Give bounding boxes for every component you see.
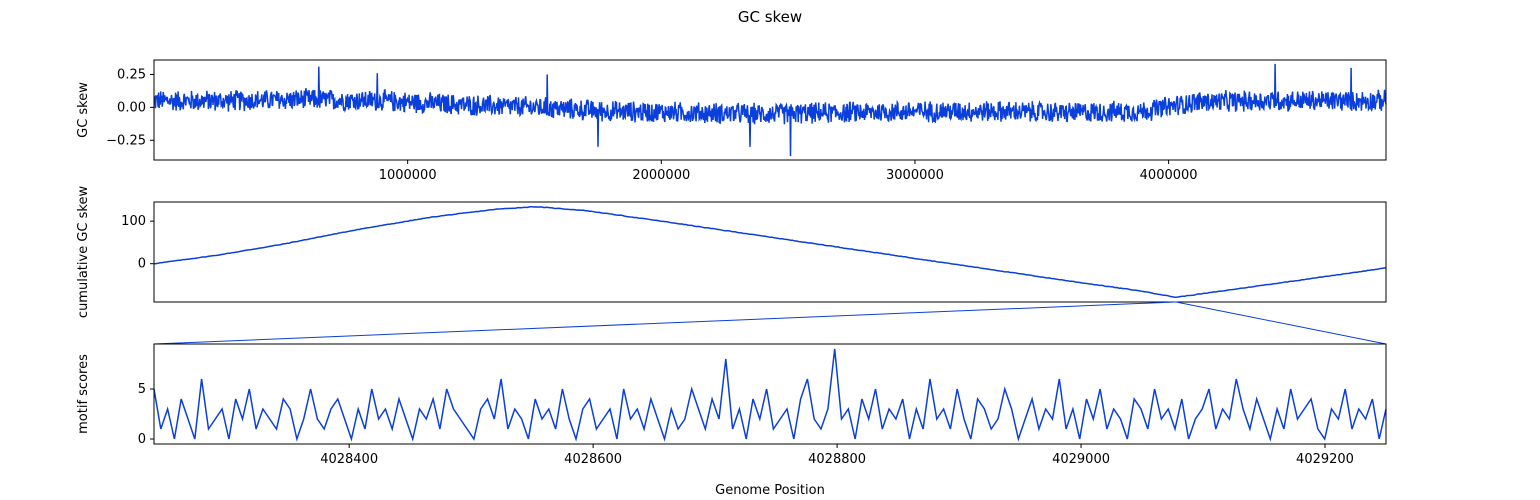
cumulative-ylabel: cumulative GC skew [76,186,91,319]
x-tick-label: 4028400 [320,452,378,467]
cumulative-frame [153,201,1387,303]
gc-skew-frame [153,59,1387,161]
y-tick-label: 0 [138,257,146,272]
x-tick-label: 1000000 [379,168,437,183]
gc-skew-line-group [153,63,1387,157]
panel-cumulative-gc-skew: 100 0 cumulative GC skew [76,186,1387,319]
figure-title: GC skew [738,8,802,26]
panel-motif-scores: 4028400 4028600 4028800 4029000 4029200 50 m… [76,343,1387,467]
y-tick-label: 5 [138,382,146,397]
figure-xlabel: Genome Position [715,483,825,498]
motif-ylabel: motif scores [76,354,91,434]
y-tick-label: 0 [138,432,146,447]
x-tick-label: 3000000 [886,168,944,183]
zoom-connectors [153,301,1387,345]
motif-x-ticks: 4028400 4028600 4028800 4029000 4029200 [320,444,1354,467]
x-tick-label: 4029200 [1296,452,1354,467]
x-tick-label: 4029000 [1052,452,1110,467]
gc-skew-ylabel: GC skew [76,82,91,138]
x-tick-label: 4000000 [1140,168,1198,183]
y-tick-label: 0.25 [117,67,146,82]
panel-gc-skew: 1000000 2000000 3000000 4000000 0.25 0.00 −0.… [76,59,1387,183]
motif-series-line [153,348,1387,442]
gc-skew-series-line [153,63,1387,157]
zoom-connector-right [1175,301,1387,345]
x-tick-label: 2000000 [632,168,690,183]
motif-frame [153,343,1387,445]
zoom-connector-left [153,301,1176,345]
y-tick-label: −0.25 [106,133,146,148]
motif-line-group [153,348,1387,442]
motif-y-ticks: 50 [138,382,154,447]
y-tick-label: 0.00 [117,100,146,115]
gc-skew-y-ticks: 0.25 0.00 −0.25 [106,67,154,148]
x-tick-label: 4028600 [564,452,622,467]
gc-skew-x-ticks: 1000000 2000000 3000000 4000000 [379,160,1198,183]
cumulative-series-line [153,206,1387,299]
cumulative-y-ticks: 100 0 [121,214,154,272]
cumulative-line-group [153,206,1387,299]
x-tick-label: 4028800 [808,452,866,467]
y-tick-label: 100 [121,214,146,229]
